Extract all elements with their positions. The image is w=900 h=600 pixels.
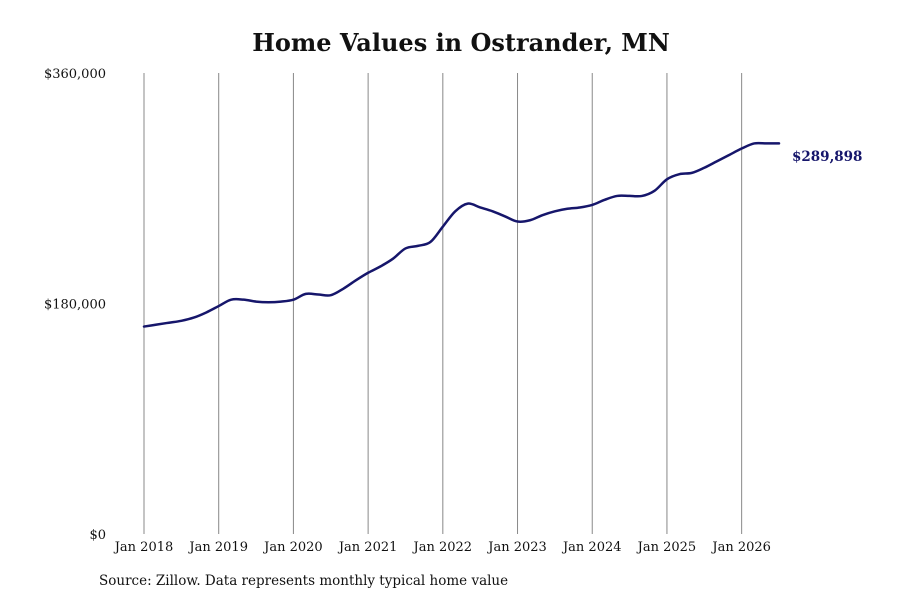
x-tick-label: Jan 2022 — [412, 540, 473, 555]
grid-lines — [143, 73, 743, 534]
x-tick-labels: Jan 2018 Jan 2019 Jan 2020 Jan 2021 Jan 2022… — [113, 540, 771, 555]
x-tick-label: Jan 2021 — [337, 540, 398, 555]
chart-title: Home Values in Ostrander, MN — [252, 28, 670, 57]
y-tick-label: $0 — [89, 528, 106, 543]
x-tick-label: Jan 2023 — [486, 540, 547, 555]
x-tick-label: Jan 2025 — [636, 540, 697, 555]
source-note: Source: Zillow. Data represents monthly … — [99, 573, 509, 589]
x-tick-label: Jan 2018 — [113, 540, 174, 555]
end-value-label: $289,898 — [792, 149, 862, 165]
x-tick-label: Jan 2019 — [187, 540, 248, 555]
x-tick-label: Jan 2024 — [561, 540, 622, 555]
series-line — [142, 141, 781, 328]
y-tick-label: $360,000 — [44, 67, 106, 82]
y-tick-labels: $0 $180,000 $360,000 — [44, 67, 106, 543]
y-tick-label: $180,000 — [44, 298, 106, 313]
x-tick-label: Jan 2026 — [710, 540, 771, 555]
x-tick-label: Jan 2020 — [262, 540, 323, 555]
